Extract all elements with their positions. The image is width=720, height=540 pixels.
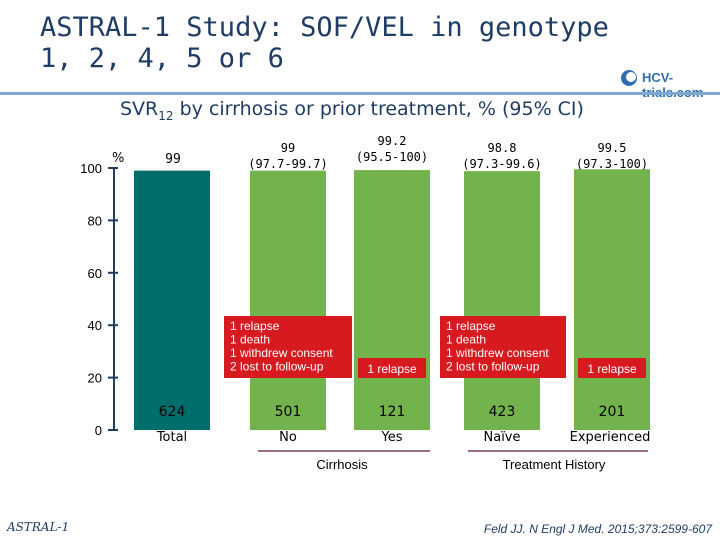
subtitle-main: SVR	[120, 98, 159, 120]
category-label: Naïve	[484, 430, 521, 445]
failure-reason: 1 withdrew consent	[446, 346, 549, 360]
failure-reason: 1 death	[446, 333, 486, 347]
ci-label: (97.3-99.6)	[462, 157, 541, 171]
bar-total	[134, 170, 210, 430]
footer-study-name: ASTRAL-1	[7, 520, 70, 534]
bar-nave	[464, 171, 540, 431]
y-tick-label: 100	[80, 161, 102, 176]
value-label: 99	[281, 141, 295, 155]
subtitle-rest: by cirrhosis or prior treatment, % (95% …	[173, 98, 584, 120]
title-divider	[0, 92, 720, 95]
y-tick-label: 40	[88, 318, 102, 333]
subtitle-subscript: 12	[158, 108, 174, 123]
value-label: 99.5	[598, 141, 627, 155]
failure-box	[358, 358, 426, 378]
y-tick-label: 0	[95, 423, 102, 438]
n-label: 501	[275, 404, 302, 420]
failure-reason: 1 relapse	[230, 319, 280, 333]
failure-reason: 2 lost to follow-up	[230, 360, 324, 374]
slide-title: ASTRAL-1 Study: SOF/VEL in genotype 1, 2…	[40, 12, 609, 74]
value-label: 99	[165, 152, 181, 167]
failure-reason: 1 relapse	[446, 319, 496, 333]
failure-box	[224, 316, 352, 378]
footer-citation: Feld JJ. N Engl J Med. 2015;373:2599-607	[483, 522, 712, 536]
title-line-1: ASTRAL-1 Study: SOF/VEL in genotype	[40, 12, 609, 43]
y-tick-label: 80	[88, 213, 102, 228]
group-label: Treatment History	[503, 457, 606, 472]
failure-reason: 1 relapse	[587, 362, 637, 376]
category-label: Total	[156, 430, 187, 445]
category-label: Yes	[381, 430, 403, 445]
category-label: No	[279, 430, 297, 445]
value-label: 98.8	[488, 141, 517, 155]
logo-icon	[621, 70, 637, 86]
failure-reason: 1 withdrew consent	[230, 346, 333, 360]
bar-no	[250, 170, 326, 430]
title-line-2: 1, 2, 4, 5 or 6	[40, 43, 284, 74]
category-label: Experienced	[570, 430, 651, 445]
failure-reason: 2 lost to follow-up	[446, 360, 540, 374]
value-label: 99.2	[378, 134, 407, 148]
bar-yes	[354, 170, 430, 430]
bar-experienced	[574, 169, 650, 430]
n-label: 423	[489, 404, 516, 420]
ci-label: (97.7-99.7)	[248, 157, 327, 171]
n-label: 624	[159, 404, 186, 420]
chart-subtitle: SVR12 by cirrhosis or prior treatment, %…	[120, 98, 584, 123]
y-axis-unit: %	[112, 151, 124, 166]
y-tick-label: 60	[88, 266, 102, 281]
ci-label: (97.3-100)	[576, 157, 648, 171]
n-label: 121	[379, 404, 406, 420]
failure-reason: 1 relapse	[367, 362, 417, 376]
failure-box	[440, 316, 566, 378]
group-label: Cirrhosis	[316, 457, 368, 472]
failure-box	[578, 358, 646, 378]
n-label: 201	[599, 404, 626, 420]
y-tick-label: 20	[88, 371, 102, 386]
failure-reason: 1 death	[230, 333, 270, 347]
ci-label: (95.5-100)	[356, 150, 428, 164]
